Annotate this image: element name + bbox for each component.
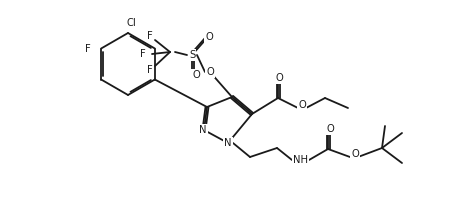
Text: Cl: Cl [126,18,136,28]
Text: F: F [147,65,153,75]
Text: O: O [206,67,214,77]
Text: NH: NH [292,155,307,165]
Text: S: S [189,50,195,60]
Text: F: F [147,31,153,41]
Text: F: F [85,43,91,54]
Text: F: F [140,49,146,59]
Text: O: O [351,149,359,159]
Text: O: O [192,70,200,80]
Text: O: O [205,32,213,42]
Text: N: N [199,125,207,135]
Text: O: O [326,124,334,134]
Text: O: O [275,73,283,83]
Text: N: N [224,138,232,148]
Text: O: O [298,100,306,110]
